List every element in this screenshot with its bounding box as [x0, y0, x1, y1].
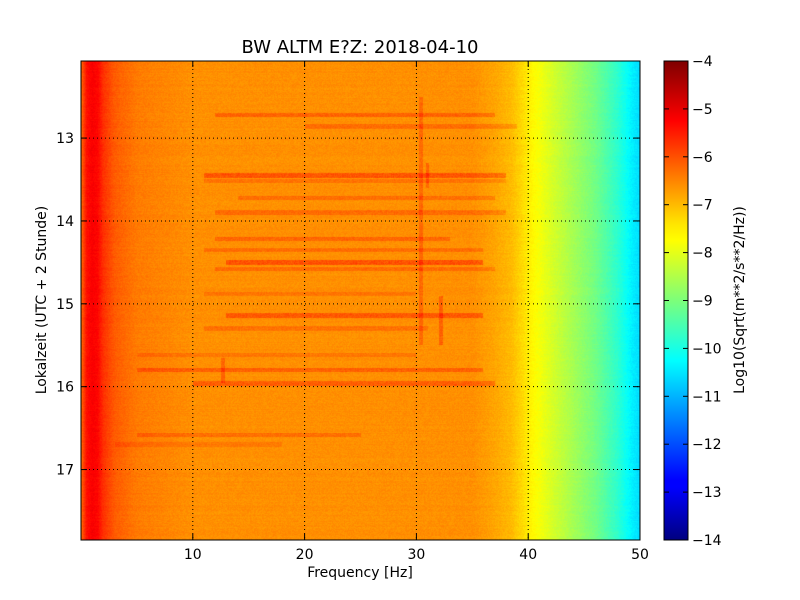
plot-frame [80, 60, 641, 541]
y-tick-label: 14 [56, 214, 74, 230]
colorbar-tick-label: −9 [692, 294, 713, 310]
colorbar-tick-label: −5 [692, 102, 713, 118]
colorbar-tick-label: −7 [692, 198, 713, 214]
colorbar-tick-label: −14 [692, 533, 722, 549]
x-tick-label: 10 [184, 547, 202, 563]
colorbar-ticks: −4 −5 −6 −7 −8 −9 −10 −11 −12 −13 −14 [664, 54, 722, 549]
y-tick-label: 15 [56, 297, 74, 313]
chart-title: BW ALTM E?Z: 2018-04-10 [242, 37, 479, 58]
x-axis-label: Frequency [Hz] [307, 565, 413, 581]
colorbar-tick-label: −8 [692, 246, 713, 262]
colorbar-tick-label: −6 [692, 150, 713, 166]
spectrogram-heatmap [81, 61, 640, 540]
x-tick-label: 50 [631, 547, 649, 563]
colorbar: −4 −5 −6 −7 −8 −9 −10 −11 −12 −13 −14 Log10(Sqrt(m… [663, 54, 748, 549]
x-tick-label: 40 [519, 547, 537, 563]
y-tick-label: 17 [56, 463, 74, 479]
x-tick-label: 30 [407, 547, 425, 563]
colorbar-tick-label: −13 [692, 485, 722, 501]
colorbar-tick-label: −10 [692, 341, 722, 357]
colorbar-tick-label: −11 [692, 389, 722, 405]
x-axis: 10 20 30 40 50 [184, 61, 649, 563]
y-tick-label: 13 [56, 131, 74, 147]
x-tick-label: 20 [296, 547, 314, 563]
y-tick-label: 16 [56, 380, 74, 396]
colorbar-tick-label: −12 [692, 437, 722, 453]
y-axis: 13 14 15 16 17 [56, 131, 640, 479]
colorbar-tick-label: −4 [692, 54, 713, 70]
plot-area [81, 61, 640, 540]
y-axis-label: Lokalzeit (UTC + 2 Stunde) [34, 206, 50, 395]
colorbar-label: Log10(Sqrt(m**2/s**2/Hz)) [732, 206, 748, 394]
